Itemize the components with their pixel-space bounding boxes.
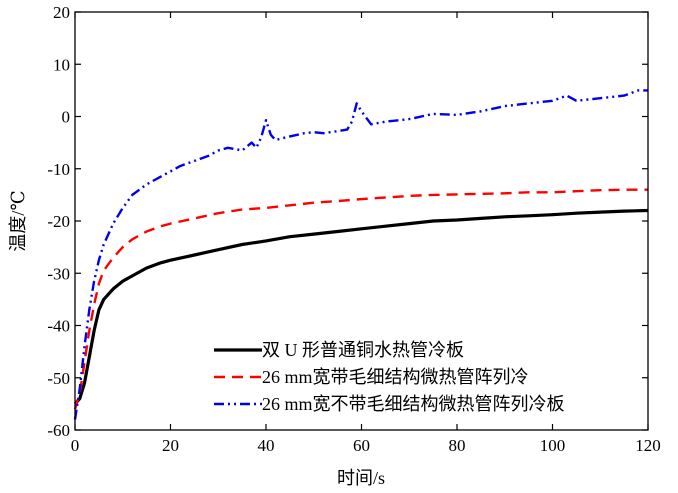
series-line-2	[73, 188, 648, 410]
x-tick-label: 60	[353, 436, 370, 455]
y-tick-label: -30	[47, 264, 70, 283]
x-axis-title: 时间/s	[337, 468, 385, 488]
x-tick-label: 40	[258, 436, 275, 455]
x-tick-label: 100	[540, 436, 566, 455]
x-tick-label: 80	[449, 436, 466, 455]
series-line-1	[73, 208, 649, 405]
x-tick-label: 20	[162, 436, 179, 455]
legend-label-3: 26 mm宽不带毛细结构微热管阵列冷板	[262, 394, 565, 414]
x-tick-label: 120	[635, 436, 661, 455]
y-tick-label: -40	[47, 317, 70, 336]
legend: 双 U 形普通铜水热管冷板 26 mm宽带毛细结构微热管阵列冷 26 mm宽不带毛细…	[214, 340, 565, 414]
x-tick-label: 0	[71, 436, 80, 455]
y-tick-label: 0	[62, 108, 71, 127]
legend-label-1: 双 U 形普通铜水热管冷板	[262, 340, 464, 360]
y-tick-label: -60	[47, 421, 70, 440]
tick-layer: 0 20 40 60 80 100 120 -60 -50 -40 -30 -20 -10 0 10 20	[47, 3, 660, 455]
legend-label-2: 26 mm宽带毛细结构微热管阵列冷	[262, 367, 529, 387]
y-tick-label: -10	[47, 160, 70, 179]
y-tick-label: 20	[53, 3, 70, 22]
series-layer	[73, 89, 649, 420]
y-tick-label: 10	[53, 55, 70, 74]
y-tick-label: -50	[47, 369, 70, 388]
y-axis-title: 温度/℃	[8, 190, 28, 251]
y-tick-label: -20	[47, 212, 70, 231]
